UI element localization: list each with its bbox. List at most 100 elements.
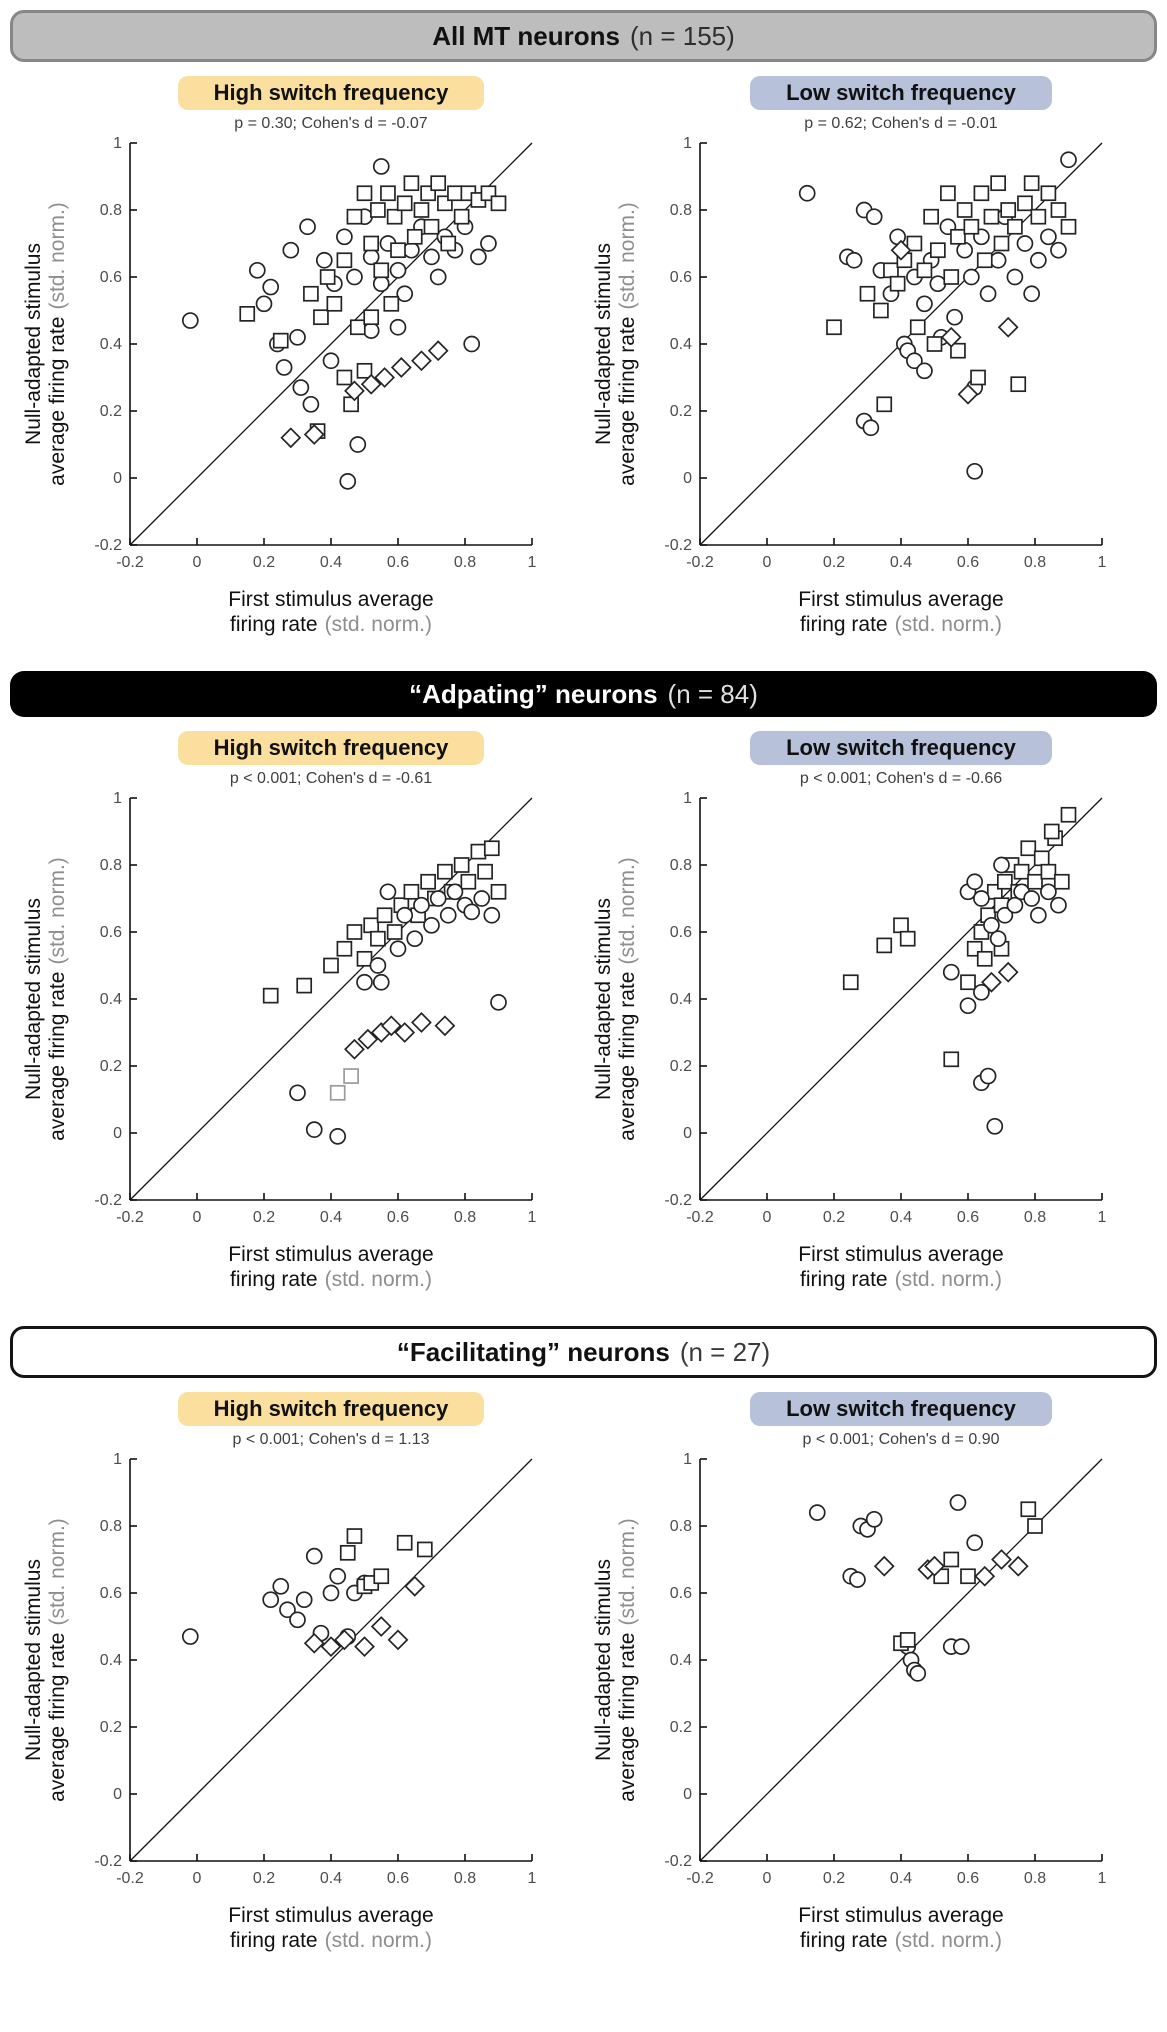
svg-text:1: 1	[113, 790, 122, 807]
svg-text:0.4: 0.4	[890, 1870, 912, 1887]
svg-text:0.4: 0.4	[100, 991, 122, 1008]
plot-row: High switch frequency p < 0.001; Cohen's…	[0, 731, 1167, 1292]
figure-page: All MT neurons (n = 155) High switch fre…	[0, 10, 1167, 1953]
stats-text: p < 0.001; Cohen's d = 1.13	[232, 1431, 430, 1448]
scatter-plot-adapting-low: -0.2-0.2 0 0 0.2 0.2 0.4 0.4 0.6 0.6 0.8 0.8 1 1	[664, 790, 1106, 1226]
svg-text:0.4: 0.4	[670, 1652, 692, 1669]
svg-text:-0.2: -0.2	[116, 1870, 144, 1887]
plot-row: High switch frequency p < 0.001; Cohen's…	[0, 1392, 1167, 1953]
scatter-plot-facilitating-low: -0.2-0.2 0 0 0.2 0.2 0.4 0.4 0.6 0.6 0.8 0.8 1 1	[664, 1451, 1107, 1887]
svg-text:0: 0	[193, 1870, 202, 1887]
svg-text:0.2: 0.2	[100, 403, 122, 420]
svg-text:0: 0	[763, 1870, 772, 1887]
svg-text:0.6: 0.6	[957, 1870, 979, 1887]
svg-text:0.8: 0.8	[1024, 554, 1046, 571]
condition-header-high: High switch frequency	[177, 1392, 485, 1426]
x-axis-label: First stimulus average firing rate (std. …	[228, 1243, 434, 1291]
condition-header-low: Low switch frequency	[750, 76, 1052, 110]
svg-text:1: 1	[113, 135, 122, 152]
section-title: All MT neurons	[432, 20, 620, 51]
svg-text:1: 1	[683, 1451, 692, 1468]
svg-text:0: 0	[683, 1786, 692, 1803]
svg-text:-0.2: -0.2	[664, 1192, 692, 1209]
panel-facilitating-low: Low switch frequency p < 0.001; Cohen's …	[588, 1392, 1114, 1953]
scatter-plot-facilitating-high: -0.2-0.2 0 0 0.2 0.2 0.4 0.4 0.6 0.6 0.8 0.8 1 1	[94, 1451, 536, 1887]
svg-text:0.4: 0.4	[320, 1209, 342, 1226]
svg-text:0.2: 0.2	[253, 1209, 275, 1226]
y-axis-label: Null-adapted stimulus average firing rat…	[592, 202, 639, 486]
svg-text:-0.2: -0.2	[116, 1209, 144, 1226]
svg-text:0: 0	[113, 1125, 122, 1142]
svg-text:-0.2: -0.2	[94, 1192, 122, 1209]
svg-text:0.6: 0.6	[100, 1585, 122, 1602]
svg-text:0.6: 0.6	[670, 1585, 692, 1602]
svg-text:0.4: 0.4	[670, 991, 692, 1008]
section-n-count: (n = 155)	[629, 20, 735, 51]
x-axis-label: First stimulus average firing rate (std. …	[798, 588, 1004, 636]
section-banner-all-mt: All MT neurons (n = 155)	[10, 10, 1157, 62]
svg-text:0.4: 0.4	[320, 1870, 342, 1887]
section-banner-adapting: “Adpating” neurons (n = 84)	[10, 671, 1157, 717]
svg-text:1: 1	[113, 1451, 122, 1468]
section-n-count: (n = 27)	[679, 1336, 771, 1367]
panel-adapting-high: High switch frequency p < 0.001; Cohen's…	[18, 731, 544, 1292]
svg-text:-0.2: -0.2	[664, 1853, 692, 1870]
x-axis-label: First stimulus average firing rate (std. …	[228, 588, 434, 636]
svg-text:1: 1	[683, 135, 692, 152]
svg-text:0.2: 0.2	[100, 1719, 122, 1736]
plot-row: High switch frequency p = 0.30; Cohen's …	[0, 76, 1167, 637]
section-adapting-neurons: “Adpating” neurons (n = 84) High switch …	[0, 671, 1167, 1292]
stats-text: p < 0.001; Cohen's d = 0.90	[802, 1431, 1000, 1448]
svg-text:0.8: 0.8	[454, 554, 476, 571]
section-all-mt-neurons: All MT neurons (n = 155) High switch fre…	[0, 10, 1167, 637]
y-axis-label: Null-adapted stimulus average firing rat…	[22, 857, 69, 1141]
svg-text:0.8: 0.8	[100, 1518, 122, 1535]
svg-text:0: 0	[763, 554, 772, 571]
section-title: “Adpating” neurons	[409, 678, 658, 709]
svg-text:0.8: 0.8	[1024, 1870, 1046, 1887]
condition-header-high: High switch frequency	[177, 731, 485, 765]
svg-text:0: 0	[763, 1209, 772, 1226]
section-title: “Facilitating” neurons	[396, 1336, 670, 1367]
svg-text:0.6: 0.6	[387, 1870, 409, 1887]
svg-text:0.8: 0.8	[670, 1518, 692, 1535]
svg-text:0.6: 0.6	[100, 269, 122, 286]
svg-text:0.8: 0.8	[1024, 1209, 1046, 1226]
svg-text:0.6: 0.6	[100, 924, 122, 941]
svg-text:-0.2: -0.2	[686, 1209, 714, 1226]
svg-text:0.8: 0.8	[454, 1870, 476, 1887]
condition-header-low: Low switch frequency	[750, 1392, 1052, 1426]
svg-text:1: 1	[528, 1209, 537, 1226]
svg-text:0: 0	[113, 1786, 122, 1803]
stats-text: p < 0.001; Cohen's d = -0.66	[799, 770, 1003, 787]
svg-text:0: 0	[193, 554, 202, 571]
svg-text:-0.2: -0.2	[686, 554, 714, 571]
y-axis-label: Null-adapted stimulus average firing rat…	[22, 202, 69, 486]
svg-text:1: 1	[1098, 1870, 1107, 1887]
svg-text:0.6: 0.6	[670, 924, 692, 941]
scatter-plot-adapting-high: -0.2-0.2 0 0 0.2 0.2 0.4 0.4 0.6 0.6 0.8 0.8 1 1	[94, 790, 537, 1226]
stats-text: p < 0.001; Cohen's d = -0.61	[229, 770, 433, 787]
svg-text:-0.2: -0.2	[94, 537, 122, 554]
x-axis-label: First stimulus average firing rate (std. …	[798, 1243, 1004, 1291]
svg-text:0.8: 0.8	[670, 202, 692, 219]
panel-allmt-high: High switch frequency p = 0.30; Cohen's …	[18, 76, 544, 637]
svg-text:1: 1	[683, 790, 692, 807]
scatter-plot-allmt-low: -0.2-0.2 0 0 0.2 0.2 0.4 0.4 0.6 0.6 0.8 0.8 1 1	[664, 135, 1106, 571]
svg-text:0.4: 0.4	[670, 336, 692, 353]
svg-text:0: 0	[113, 470, 122, 487]
svg-text:0.6: 0.6	[957, 1209, 979, 1226]
panel-allmt-low: Low switch frequency p = 0.62; Cohen's d…	[588, 76, 1114, 637]
svg-text:0.2: 0.2	[253, 1870, 275, 1887]
svg-text:0.6: 0.6	[387, 1209, 409, 1226]
x-axis-label: First stimulus average firing rate (std. …	[798, 1904, 1004, 1952]
panel-adapting-low: Low switch frequency p < 0.001; Cohen's …	[588, 731, 1114, 1292]
svg-text:-0.2: -0.2	[116, 554, 144, 571]
y-axis-label: Null-adapted stimulus average firing rat…	[592, 857, 639, 1141]
svg-text:-0.2: -0.2	[686, 1870, 714, 1887]
svg-text:0.2: 0.2	[670, 403, 692, 420]
condition-header-high: High switch frequency	[177, 76, 485, 110]
panel-facilitating-high: High switch frequency p < 0.001; Cohen's…	[18, 1392, 544, 1953]
svg-text:0.2: 0.2	[100, 1058, 122, 1075]
svg-text:0.2: 0.2	[823, 554, 845, 571]
